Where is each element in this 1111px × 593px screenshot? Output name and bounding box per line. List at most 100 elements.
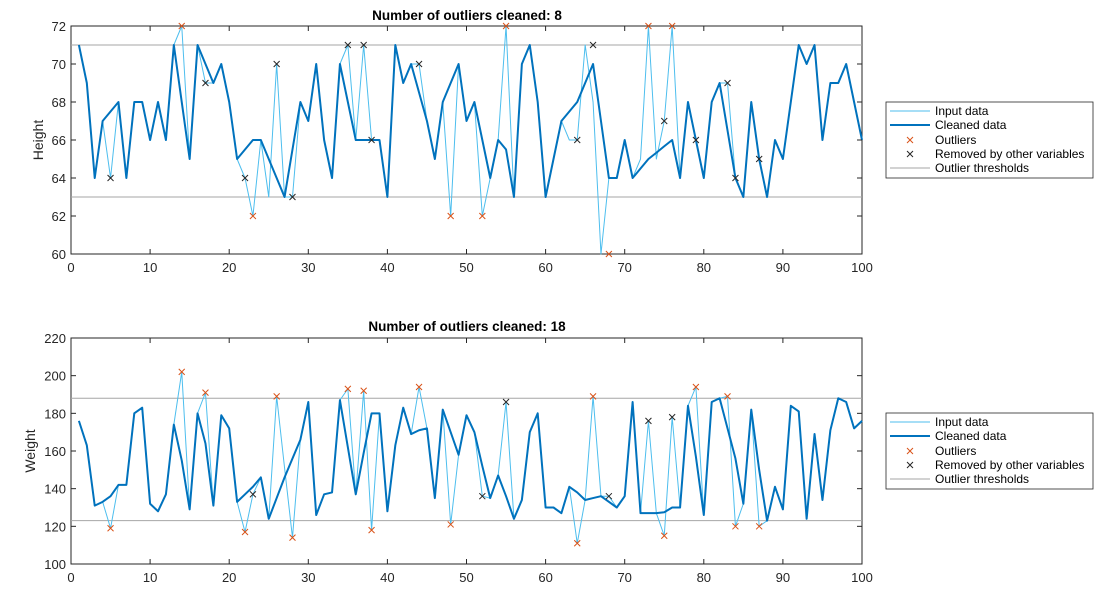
weight-y-tick-label: 200	[44, 369, 66, 384]
weight-outlier-markers	[107, 368, 763, 547]
weight-cleaned-series	[77, 397, 863, 522]
height-y-tick-label: 64	[52, 171, 66, 186]
legend-removed-marker	[906, 150, 914, 158]
height-x-tick-label: 0	[67, 260, 74, 275]
weight-y-tick-label: 160	[44, 444, 66, 459]
weight-outlier-marker	[415, 383, 423, 391]
height-cleaned-line	[77, 44, 863, 198]
height-removed-marker	[360, 41, 368, 49]
weight-x-tick-label: 20	[222, 570, 236, 585]
weight-outlier-marker	[660, 532, 668, 540]
weight-outlier-marker	[573, 539, 581, 547]
height-x-ticks: 0 10 20 30 40 50 60 70 80 90 100	[67, 26, 873, 275]
height-outlier-marker	[178, 22, 186, 30]
weight-y-ticks: 100 120 140 160 180 200 220	[44, 331, 862, 572]
height-removed-marker	[755, 155, 763, 163]
weight-y-tick-label: 220	[44, 331, 66, 346]
height-x-tick-label: 100	[851, 260, 873, 275]
legend-outlier-label: Outliers	[935, 133, 976, 147]
height-x-tick-label: 80	[697, 260, 711, 275]
height-y-tick-label: 70	[52, 57, 66, 72]
weight-subplot: Number of outliers cleaned: 18 0 10 20 30 40…	[22, 319, 1094, 585]
weight-removed-marker	[605, 492, 613, 500]
weight-x-tick-label: 60	[538, 570, 552, 585]
height-y-tick-label: 60	[52, 247, 66, 262]
weight-outlier-marker	[732, 522, 739, 530]
weight-removed-marker	[645, 417, 652, 425]
height-removed-markers	[107, 41, 763, 201]
legend-cleaned-label: Cleaned data	[935, 429, 1007, 443]
height-y-tick-label: 68	[52, 95, 66, 110]
weight-removed-marker	[502, 398, 510, 406]
height-x-tick-label: 50	[459, 260, 473, 275]
height-removed-marker	[289, 193, 296, 201]
height-outlier-marker	[447, 212, 455, 220]
height-outlier-marker	[605, 250, 613, 258]
height-y-ticks: 60 62 64 66 68 70 72	[52, 19, 862, 262]
weight-x-tick-label: 50	[459, 570, 473, 585]
weight-x-tick-label: 90	[776, 570, 790, 585]
height-x-tick-label: 60	[538, 260, 552, 275]
weight-outlier-marker	[692, 383, 700, 391]
height-x-tick-label: 40	[380, 260, 394, 275]
weight-y-tick-label: 180	[44, 406, 66, 421]
height-cleaned-series	[77, 44, 863, 198]
height-removed-marker	[732, 174, 739, 182]
legend-input-label: Input data	[935, 104, 989, 118]
weight-y-tick-label: 120	[44, 519, 66, 534]
legend-removed-label: Removed by other variables	[935, 458, 1084, 472]
height-outlier-marker	[645, 22, 652, 30]
weight-outlier-marker	[178, 368, 186, 376]
weight-chart-title: Number of outliers cleaned: 18	[368, 319, 566, 334]
weight-outlier-marker	[447, 521, 455, 528]
height-outlier-marker	[478, 212, 486, 220]
height-removed-marker	[573, 136, 581, 144]
legend-removed-label: Removed by other variables	[935, 147, 1084, 161]
weight-x-tick-label: 0	[67, 570, 74, 585]
weight-x-ticks: 0 10 20 30 40 50 60 70 80 90 100	[67, 338, 873, 585]
weight-y-tick-label: 100	[44, 557, 66, 572]
height-x-tick-label: 70	[617, 260, 631, 275]
height-y-axis-label: Height	[30, 120, 46, 161]
legend-outlier-label: Outliers	[935, 444, 976, 458]
height-thresholds	[71, 44, 862, 198]
height-removed-marker	[368, 136, 375, 144]
legend-box	[885, 412, 1094, 490]
height-removed-marker	[107, 174, 114, 182]
height-removed-marker	[589, 41, 597, 49]
legend-threshold-label: Outlier thresholds	[935, 161, 1029, 175]
legend-outlier-marker	[906, 447, 914, 455]
legend-outlier-marker	[906, 136, 914, 144]
height-outlier-marker	[502, 22, 510, 30]
legend-cleaned-label: Cleaned data	[935, 118, 1007, 132]
height-x-tick-label: 10	[143, 260, 157, 275]
weight-outlier-marker	[589, 393, 597, 400]
height-outlier-markers	[178, 22, 676, 258]
weight-x-tick-label: 70	[617, 570, 631, 585]
weight-outlier-marker	[755, 522, 763, 530]
weight-x-tick-label: 30	[301, 570, 315, 585]
height-outlier-marker	[249, 212, 257, 220]
height-removed-marker	[241, 174, 249, 182]
weight-outlier-marker	[368, 526, 375, 534]
weight-outlier-marker	[202, 389, 209, 396]
weight-outlier-marker	[360, 387, 368, 395]
weight-outlier-marker	[289, 534, 296, 541]
weight-axes-box	[70, 337, 863, 565]
height-removed-marker	[692, 136, 700, 144]
weight-outlier-marker	[724, 393, 731, 400]
weight-outlier-marker	[344, 385, 352, 393]
height-y-tick-label: 62	[52, 209, 66, 224]
legend-removed-marker	[906, 461, 914, 469]
legend-box	[885, 101, 1094, 179]
legend-input-label: Input data	[935, 415, 989, 429]
weight-removed-marker	[249, 490, 257, 498]
legend-threshold-label: Outlier thresholds	[935, 472, 1029, 486]
weight-x-tick-label: 40	[380, 570, 394, 585]
weight-x-tick-label: 100	[851, 570, 873, 585]
height-subplot: Number of outliers cleaned: 8 0 10 20 30 40 5…	[30, 8, 1094, 275]
height-axes-box	[70, 25, 863, 255]
weight-removed-marker	[478, 492, 486, 500]
weight-y-axis-label: Weight	[22, 429, 38, 472]
